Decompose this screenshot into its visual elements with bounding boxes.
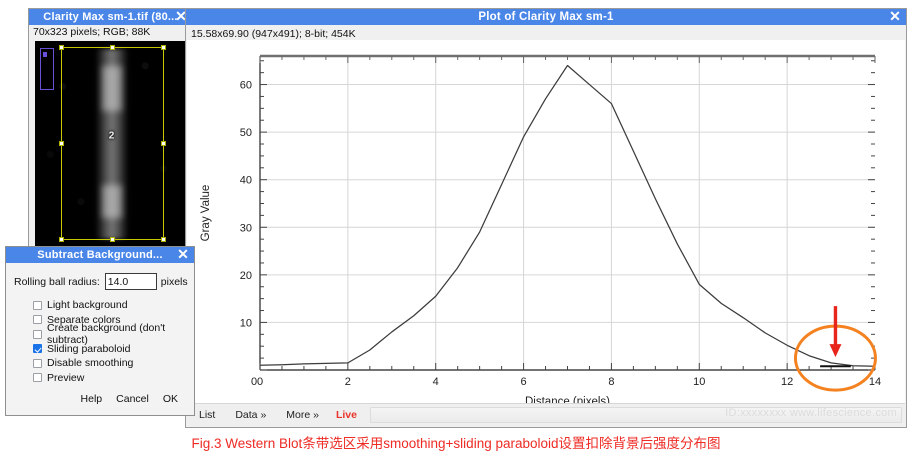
checkbox-icon[interactable] (33, 300, 42, 310)
image-window-titlebar[interactable]: Clarity Max sm-1.tif (80... ✕ (29, 8, 192, 25)
y-axis-label: Gray Value (200, 185, 212, 242)
x-tick-label: 12 (781, 376, 793, 388)
close-icon[interactable]: ✕ (177, 246, 189, 262)
ok-button[interactable]: OK (162, 393, 178, 405)
plot-window-title: Plot of Clarity Max sm-1 (478, 11, 614, 23)
roi-index-label: 2 (108, 130, 115, 142)
option-label: Light background (47, 299, 128, 312)
image-canvas[interactable]: 2 (35, 41, 188, 247)
handle-bottom-center[interactable] (109, 237, 115, 242)
cancel-button[interactable]: Cancel (116, 393, 149, 405)
plot-status-field: ID:xxxxxxxx www.lifescience.com (369, 407, 902, 423)
x-tick-label: 0 (257, 376, 263, 388)
option-row-4[interactable]: Disable smoothing (33, 356, 194, 371)
y-tick-label: 30 (240, 222, 252, 234)
handle-middle-left[interactable] (59, 140, 64, 146)
plot-info-bar: 15.58x69.90 (947x491); 8-bit; 454K (186, 25, 906, 41)
selection-rectangle[interactable] (59, 45, 166, 242)
y-tick-label: 20 (240, 270, 252, 282)
image-window-title: Clarity Max sm-1.tif (80... (43, 11, 178, 23)
plot-canvas[interactable]: 0 10 20 30 40 50 60 0 2 4 6 8 10 12 14 Distance (pixels… (187, 40, 905, 408)
y-tick-label: 40 (240, 175, 252, 187)
y-tick-label: 50 (240, 127, 252, 139)
plot-toolbar: List Data » More » Live ID:xxxxxxxx www.… (187, 403, 905, 426)
handle-top-right[interactable] (161, 45, 166, 50)
list-button[interactable]: List (199, 409, 216, 421)
handle-middle-right[interactable] (161, 140, 166, 146)
x-tick-label: 2 (345, 376, 351, 388)
blot-band (94, 49, 129, 239)
help-button[interactable]: Help (80, 393, 103, 405)
subtract-dialog-titlebar[interactable]: Subtract Background... ✕ (6, 246, 194, 263)
option-label: Separate colors (47, 313, 121, 326)
option-row-3[interactable]: Sliding paraboloid (33, 342, 194, 357)
handle-top-left[interactable] (59, 45, 64, 50)
rolling-ball-radius-label: Rolling ball radius: (14, 275, 100, 288)
rolling-ball-radius-input[interactable] (104, 273, 157, 290)
rolling-ball-radius-unit: pixels (160, 275, 188, 288)
live-button[interactable]: Live (335, 409, 357, 421)
checkbox-icon[interactable] (33, 373, 42, 383)
more-menu-button[interactable]: More » (286, 409, 319, 421)
figure-caption: Fig.3 Western Blot条带选区采用smoothing+slidin… (191, 436, 721, 451)
y-tick-label: 60 (240, 80, 252, 92)
option-label: Sliding paraboloid (47, 342, 131, 355)
y-tick-label: 0 (251, 376, 257, 388)
subtract-options-list: Light background Separate colors Create ba… (6, 290, 194, 385)
option-row-2[interactable]: Create background (don't subtract) (33, 322, 194, 346)
plot-window-titlebar[interactable]: Plot of Clarity Max sm-1 ✕ (186, 8, 906, 25)
data-menu-button[interactable]: Data » (235, 409, 267, 421)
option-row-5[interactable]: Preview (33, 371, 194, 386)
image-window: Clarity Max sm-1.tif (80... ✕ 70x323 pix… (28, 8, 193, 248)
checkbox-icon[interactable] (33, 315, 42, 325)
blot-band-hotspot-top (101, 65, 122, 112)
handle-bottom-left[interactable] (59, 237, 64, 242)
close-icon[interactable]: ✕ (889, 8, 901, 24)
image-info-bar: 70x323 pixels; RGB; 88K (29, 25, 192, 39)
checkbox-icon[interactable] (33, 344, 42, 354)
option-label: Disable smoothing (47, 357, 134, 370)
subtract-dialog-title: Subtract Background... (37, 249, 163, 261)
y-tick-label: 10 (240, 317, 252, 329)
option-row-0[interactable]: Light background (33, 298, 194, 313)
x-tick-label: 14 (869, 376, 881, 388)
x-tick-label: 4 (433, 376, 439, 388)
option-label: Preview (47, 371, 85, 384)
option-row-1[interactable]: Separate colors (33, 313, 194, 328)
watermark-text: ID:xxxxxxxx www.lifescience.com (725, 407, 897, 419)
handle-top-center[interactable] (109, 45, 115, 50)
plot-window: Plot of Clarity Max sm-1 ✕ 15.58x69.90 (… (185, 8, 907, 428)
arrow-annotation-head (829, 344, 842, 358)
x-tick-label: 8 (608, 376, 614, 388)
close-icon[interactable]: ✕ (175, 8, 187, 24)
checkbox-icon[interactable] (33, 358, 42, 368)
option-label: Create background (don't subtract) (47, 322, 166, 347)
blot-band-hotspot-bottom (101, 185, 122, 219)
checkbox-icon[interactable] (33, 329, 42, 339)
rolling-ball-radius-row: Rolling ball radius: pixels (6, 263, 194, 290)
x-tick-label: 10 (693, 376, 705, 388)
roi-marker-icon[interactable] (40, 48, 54, 90)
intensity-profile-line (259, 64, 876, 367)
subtract-dialog-buttons: Help Cancel OK (6, 385, 194, 405)
x-tick-label: 6 (521, 376, 527, 388)
subtract-background-dialog: Subtract Background... ✕ Rolling ball ra… (5, 246, 195, 416)
handle-bottom-right[interactable] (161, 237, 166, 242)
